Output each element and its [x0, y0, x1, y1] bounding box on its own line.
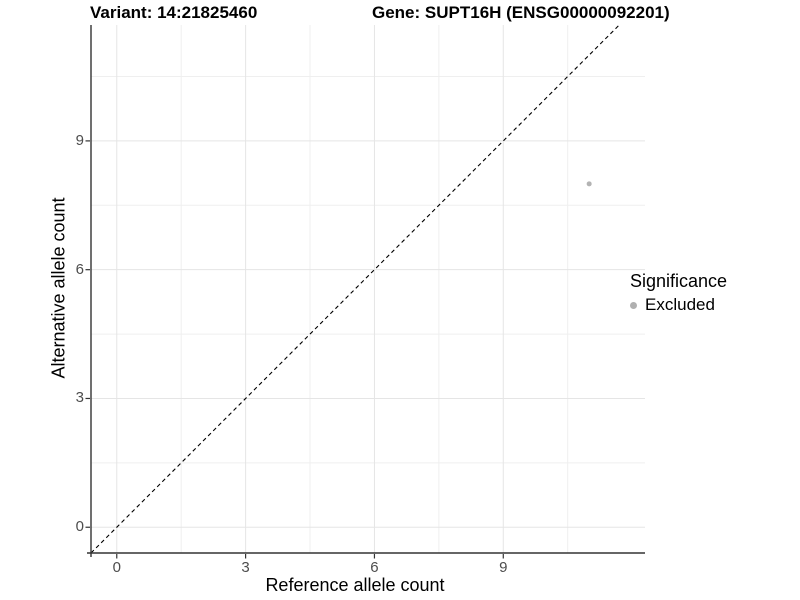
excluded-point-icon — [630, 301, 637, 309]
y-tick-label-0: 0 — [75, 518, 84, 536]
gene-title: Gene: SUPT16H (ENSG00000092201) — [372, 3, 670, 22]
legend: Significance Excluded — [630, 271, 727, 315]
x-axis-title: Reference allele count — [265, 575, 445, 595]
legend-title: Significance — [630, 271, 728, 291]
y-tick-label-3: 3 — [75, 389, 84, 407]
y-tick-label-6: 6 — [75, 260, 84, 278]
legend-item-label: Excluded — [645, 295, 715, 314]
y-axis-title: Alternative allele count — [48, 197, 69, 379]
data-point — [586, 181, 592, 187]
y-tick-label-9: 9 — [75, 131, 84, 149]
variant-title: Variant: 14:21825460 — [90, 3, 258, 22]
x-tick-label-0: 0 — [112, 559, 121, 576]
x-tick-label-9: 9 — [499, 559, 508, 576]
legend-item-excluded: Excluded — [630, 295, 727, 315]
x-tick-label-6: 6 — [370, 559, 379, 576]
x-tick-label-3: 3 — [241, 559, 250, 576]
identity-dashed-line — [90, 24, 620, 554]
